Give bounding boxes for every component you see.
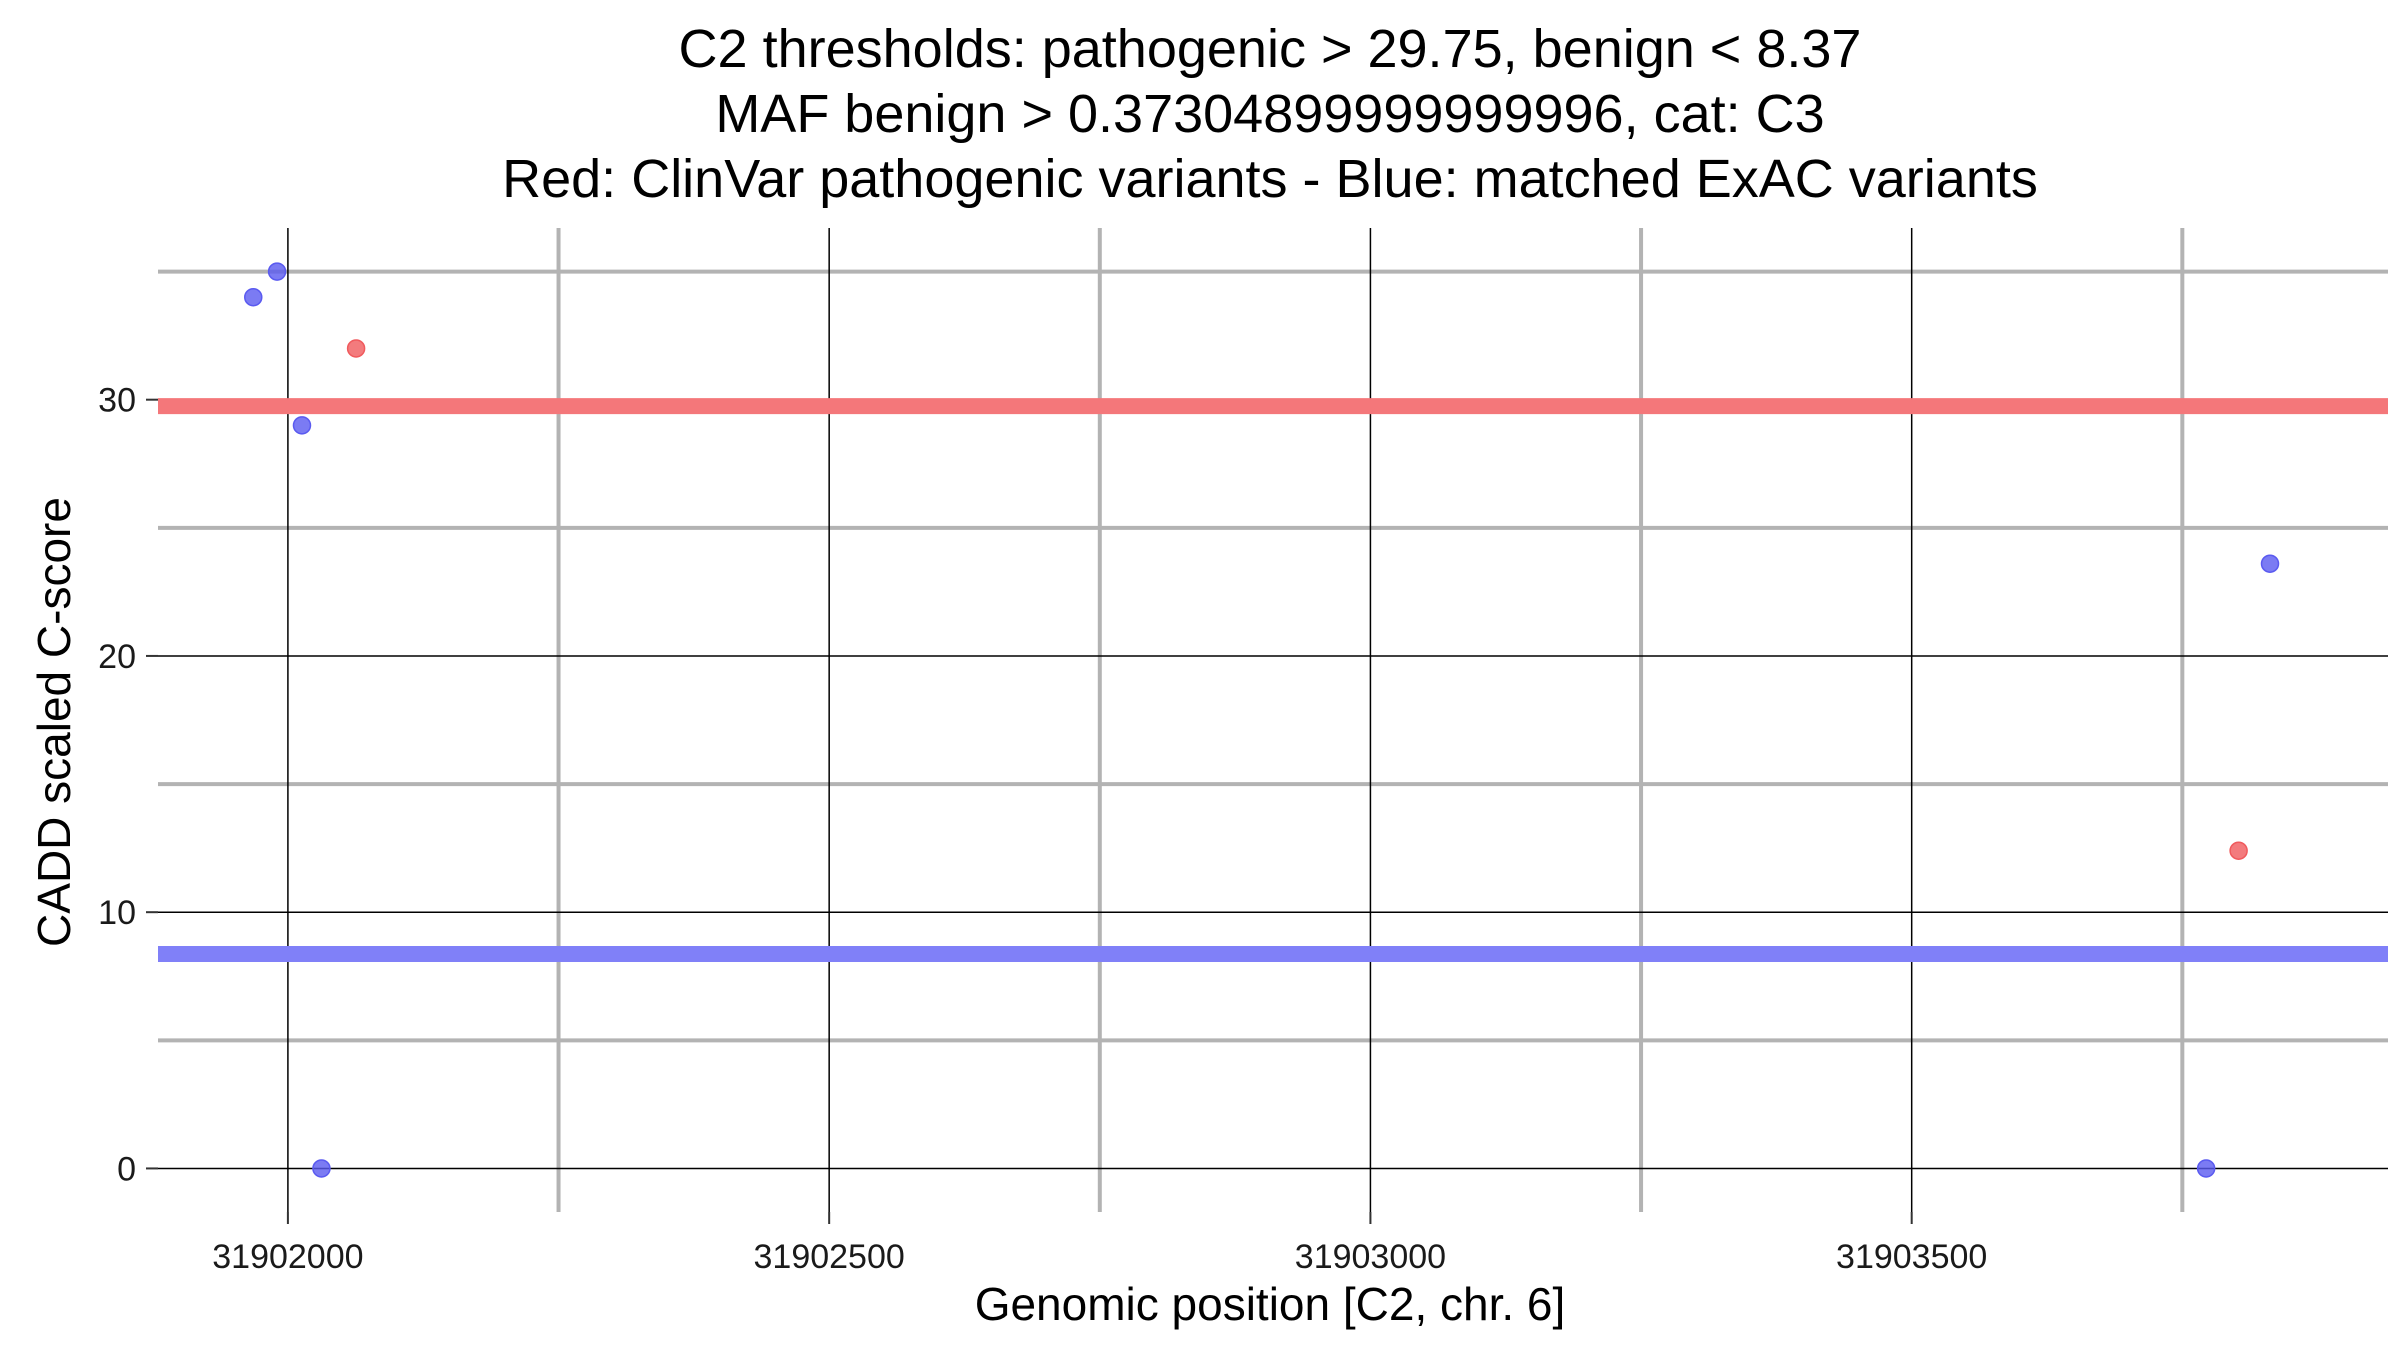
threshold-lines: [158, 398, 2388, 962]
clinvar-point: [2229, 841, 2248, 860]
x-tick-label: 31903500: [1836, 1238, 1987, 1276]
exac-point: [312, 1159, 331, 1178]
axis-ticks: [146, 398, 1913, 1224]
grid: [158, 228, 2388, 1212]
y-tick-label: 10: [98, 894, 136, 932]
x-tick-label: 31902500: [754, 1238, 905, 1276]
y-axis-label: CADD scaled C-score: [28, 497, 80, 947]
y-tick-label: 30: [98, 382, 136, 420]
data-points: [244, 262, 2280, 1178]
axis-tick-labels: 31902000 31902500 31903000 31903500 0 10 20 30: [98, 382, 1987, 1276]
exac-point: [2196, 1159, 2216, 1178]
clinvar-point: [346, 339, 366, 358]
x-axis-label: Genomic position [C2, chr. 6]: [975, 1278, 1566, 1330]
exac-point: [2260, 554, 2280, 573]
y-tick-label: 0: [117, 1150, 136, 1188]
y-tick-label: 20: [98, 638, 136, 676]
title-line-1: C2 thresholds: pathogenic > 29.75, benig…: [679, 19, 1862, 79]
exac-point: [292, 416, 312, 435]
exac-point: [244, 287, 263, 307]
exac-point: [267, 262, 287, 281]
x-tick-label: 31903000: [1295, 1238, 1446, 1276]
chart-title: C2 thresholds: pathogenic > 29.75, benig…: [502, 19, 2038, 209]
title-line-2: MAF benign > 0.37304899999999996, cat: C…: [715, 84, 1824, 144]
x-tick-label: 31902000: [212, 1238, 363, 1276]
title-line-3: Red: ClinVar pathogenic variants - Blue:…: [502, 149, 2038, 209]
